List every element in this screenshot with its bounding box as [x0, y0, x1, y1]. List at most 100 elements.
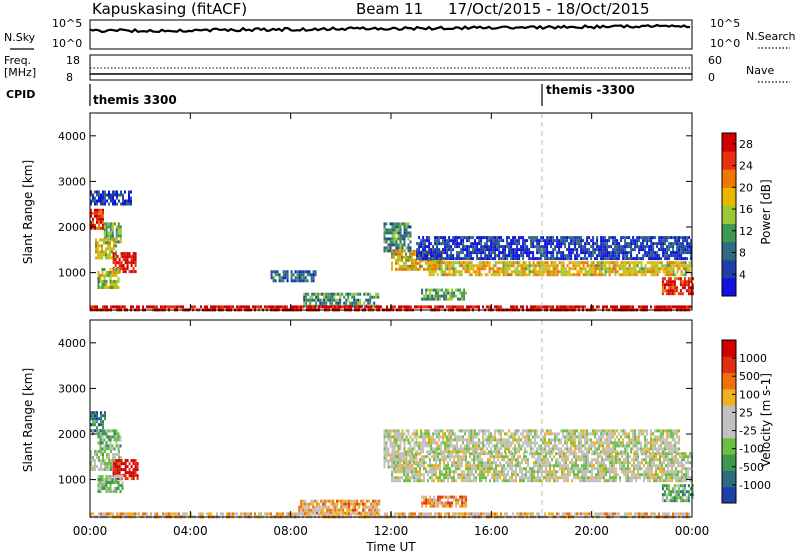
heatmap-cell — [682, 264, 685, 268]
heatmap-cell — [92, 417, 94, 421]
heatmap-cell — [585, 464, 587, 468]
heatmap-cell — [481, 452, 483, 456]
heatmap-cell — [453, 464, 455, 468]
heatmap-cell — [683, 473, 685, 477]
heatmap-cell — [244, 305, 246, 309]
heatmap-cell — [449, 291, 452, 295]
heatmap-cell — [312, 276, 315, 280]
heatmap-cell — [101, 268, 104, 271]
heatmap-cell — [100, 414, 102, 418]
heatmap-cell — [586, 251, 589, 255]
heatmap-cell — [686, 251, 689, 255]
heatmap-cell — [100, 202, 102, 206]
heatmap-cell — [646, 270, 649, 274]
heatmap-cell — [683, 280, 686, 284]
heatmap-cell — [645, 461, 647, 465]
heatmap-cell — [426, 236, 429, 240]
heatmap-cell — [579, 458, 581, 462]
heatmap-cell — [519, 476, 521, 480]
heatmap-cell — [465, 479, 467, 483]
heatmap-cell — [482, 257, 485, 261]
heatmap-cell — [575, 455, 577, 459]
heatmap-cell — [120, 462, 123, 466]
heatmap-cell — [458, 261, 461, 265]
heatmap-cell — [681, 470, 683, 474]
heatmap-cell — [478, 441, 481, 445]
heatmap-cell — [458, 242, 461, 246]
heatmap-cell — [399, 458, 401, 462]
heatmap-cell — [504, 245, 507, 249]
heatmap-cell — [494, 257, 497, 261]
heatmap-cell — [346, 502, 349, 506]
heatmap-cell — [440, 242, 443, 246]
heatmap-cell — [632, 261, 635, 265]
heatmap-cell — [440, 450, 443, 454]
heatmap-cell — [102, 196, 104, 200]
heatmap-cell — [624, 248, 627, 252]
heatmap-cell — [254, 305, 256, 309]
heatmap-cell — [278, 279, 281, 283]
heatmap-cell — [130, 465, 133, 469]
heatmap-cell — [389, 249, 392, 253]
heatmap-cell — [482, 251, 485, 255]
heatmap-cell — [508, 245, 511, 249]
heatmap-cell — [494, 447, 497, 451]
heatmap-cell — [405, 464, 407, 468]
heatmap-cell — [603, 467, 605, 471]
heatmap-cell — [613, 473, 615, 477]
heatmap-cell — [458, 245, 461, 249]
heatmap-cell — [457, 467, 459, 471]
heatmap-cell — [605, 455, 607, 459]
heatmap-cell — [427, 464, 429, 468]
heatmap-cell — [441, 458, 443, 462]
heatmap-cell — [639, 464, 641, 468]
heatmap-cell — [416, 248, 419, 252]
heatmap-cell — [461, 461, 463, 465]
heatmap-cell — [405, 252, 407, 256]
heatmap-cell — [495, 452, 497, 456]
heatmap-cell — [118, 199, 120, 203]
heatmap-cell — [436, 450, 439, 454]
heatmap-cell — [569, 470, 571, 474]
heatmap-cell — [104, 417, 106, 421]
heatmap-cell — [397, 435, 400, 439]
heatmap-cell — [366, 505, 369, 509]
heatmap-cell — [409, 258, 411, 262]
heatmap-cell — [666, 257, 669, 261]
heatmap-cell — [530, 245, 533, 249]
heatmap-cell — [644, 245, 647, 249]
heatmap-cell — [399, 243, 402, 247]
heatmap-cell — [424, 441, 427, 445]
heatmap-cell — [503, 455, 505, 459]
heatmap-cell — [99, 244, 101, 248]
heatmap-cell — [478, 438, 481, 442]
colorbar-swatch — [722, 133, 736, 152]
heatmap-cell — [397, 455, 399, 459]
heatmap-cell — [636, 264, 639, 268]
heatmap-cell — [439, 258, 441, 262]
heatmap-cell — [90, 456, 92, 459]
heatmap-cell — [509, 452, 511, 456]
heatmap-cell — [351, 301, 354, 305]
heatmap-cell — [589, 476, 591, 480]
heatmap-cell — [502, 245, 505, 249]
heatmap-cell — [417, 479, 419, 483]
heatmap-cell — [537, 458, 539, 462]
heatmap-cell — [581, 467, 583, 471]
heatmap-cell — [353, 298, 356, 302]
heatmap-cell — [596, 242, 599, 246]
heatmap-cell — [315, 301, 318, 305]
heatmap-cell — [397, 464, 399, 468]
heatmap-cell — [312, 508, 315, 512]
heatmap-cell — [454, 432, 457, 436]
heatmap-cell — [687, 455, 689, 459]
heatmap-cell — [562, 254, 565, 258]
heatmap-cell — [124, 468, 127, 472]
heatmap-cell — [600, 254, 603, 258]
heatmap-cell — [654, 242, 657, 246]
heatmap-cell — [626, 273, 629, 277]
heatmap-cell — [383, 438, 386, 442]
heatmap-cell — [370, 502, 373, 506]
heatmap-cell — [450, 450, 453, 454]
